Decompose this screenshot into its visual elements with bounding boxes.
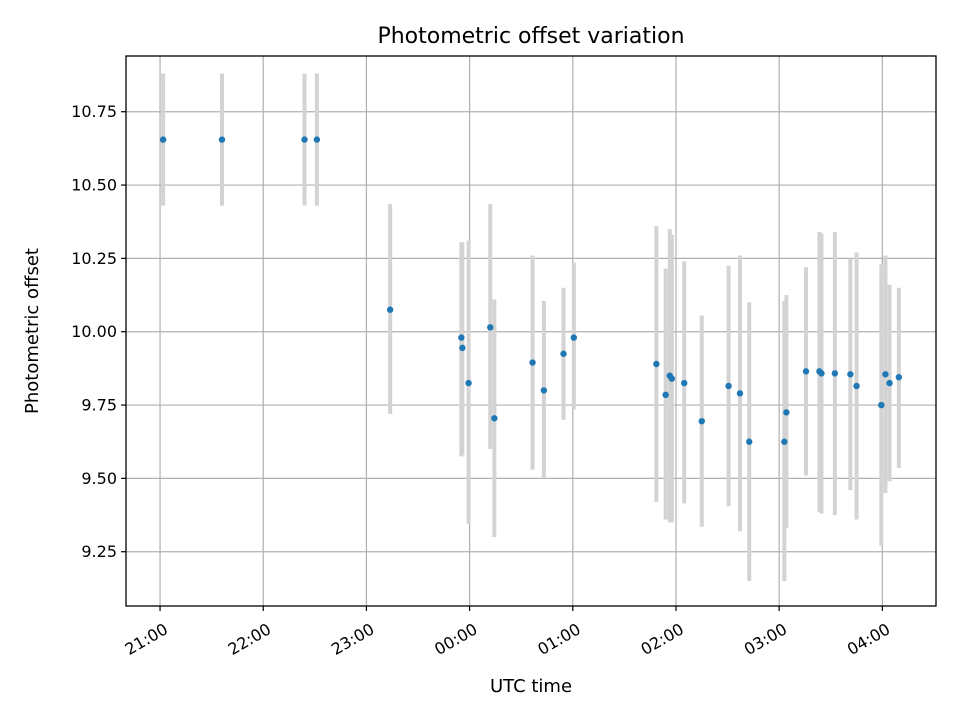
x-tick-label: 23:00 — [328, 619, 377, 659]
data-point — [802, 368, 810, 375]
data-point — [560, 350, 567, 357]
x-tick-label: 00:00 — [431, 619, 480, 659]
y-axis-label: Photometric offset — [22, 248, 43, 414]
y-tick-label: 9.50 — [81, 469, 117, 488]
data-point — [847, 371, 854, 378]
y-tick-label: 10.75 — [71, 102, 117, 121]
data-point — [853, 382, 860, 390]
data-point — [746, 438, 753, 445]
data-point — [895, 374, 903, 381]
data-point — [668, 375, 676, 382]
data-point — [831, 370, 839, 377]
data-point — [818, 370, 825, 377]
data-point — [570, 334, 578, 341]
x-tick-label: 21:00 — [122, 619, 171, 659]
x-tick-label: 02:00 — [638, 619, 687, 659]
x-tick-label: 04:00 — [844, 619, 893, 659]
data-point — [313, 136, 321, 143]
data-point — [459, 344, 466, 352]
data-point — [487, 324, 494, 331]
data-point — [698, 418, 705, 425]
data-points — [159, 136, 903, 445]
axis-ticks: 21:00 22:00 23:00 00:00 01:00 02:00 03:00 04:00… — [71, 102, 893, 659]
data-point — [529, 359, 536, 366]
x-tick-label: 01:00 — [534, 619, 583, 659]
data-point — [540, 387, 548, 394]
data-point — [882, 371, 889, 378]
data-point — [301, 136, 308, 143]
data-point — [736, 390, 744, 397]
data-point — [159, 136, 167, 143]
y-tick-label: 10.00 — [71, 322, 117, 341]
y-tick-label: 10.25 — [71, 249, 117, 268]
y-tick-label: 10.50 — [71, 176, 117, 195]
x-tick-label: 03:00 — [741, 619, 790, 659]
data-point — [465, 379, 472, 387]
data-point — [681, 379, 688, 387]
data-point — [218, 136, 226, 143]
chart-title: Photometric offset variation — [377, 24, 684, 49]
y-tick-label: 9.25 — [81, 542, 117, 561]
y-tick-label: 9.75 — [81, 396, 117, 415]
x-axis-label: UTC time — [490, 676, 572, 697]
data-point — [662, 391, 669, 398]
data-point — [886, 379, 893, 387]
plot-frame — [125, 55, 937, 607]
data-point — [491, 415, 498, 422]
data-point — [783, 409, 790, 416]
data-point — [653, 360, 660, 368]
data-point — [725, 382, 732, 390]
data-point — [458, 334, 465, 341]
error-bars — [161, 73, 901, 582]
data-point — [386, 306, 394, 313]
x-tick-label: 22:00 — [225, 619, 274, 659]
data-point — [878, 401, 885, 409]
data-point — [781, 438, 788, 445]
